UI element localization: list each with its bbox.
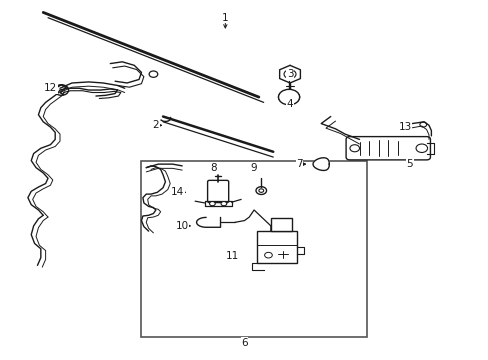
FancyBboxPatch shape [346,136,429,160]
Circle shape [209,202,215,206]
Text: 10: 10 [175,221,188,231]
Text: 1: 1 [222,13,228,23]
Text: 3: 3 [286,69,293,79]
Text: 5: 5 [406,159,412,169]
Text: 14: 14 [170,187,183,197]
Text: 9: 9 [250,163,257,173]
Bar [270,218,292,231]
Text: 13: 13 [398,122,411,132]
Bar [257,231,296,263]
Text: 7: 7 [296,159,302,169]
Circle shape [221,202,226,206]
Circle shape [278,89,299,105]
Text: 4: 4 [286,99,293,109]
Text: 2: 2 [152,120,159,130]
Text: 8: 8 [210,163,216,173]
FancyBboxPatch shape [207,180,228,203]
Text: 12: 12 [44,83,57,93]
Polygon shape [312,158,328,171]
Text: 11: 11 [225,251,239,261]
Text: 6: 6 [241,338,247,348]
Bar [141,161,366,337]
